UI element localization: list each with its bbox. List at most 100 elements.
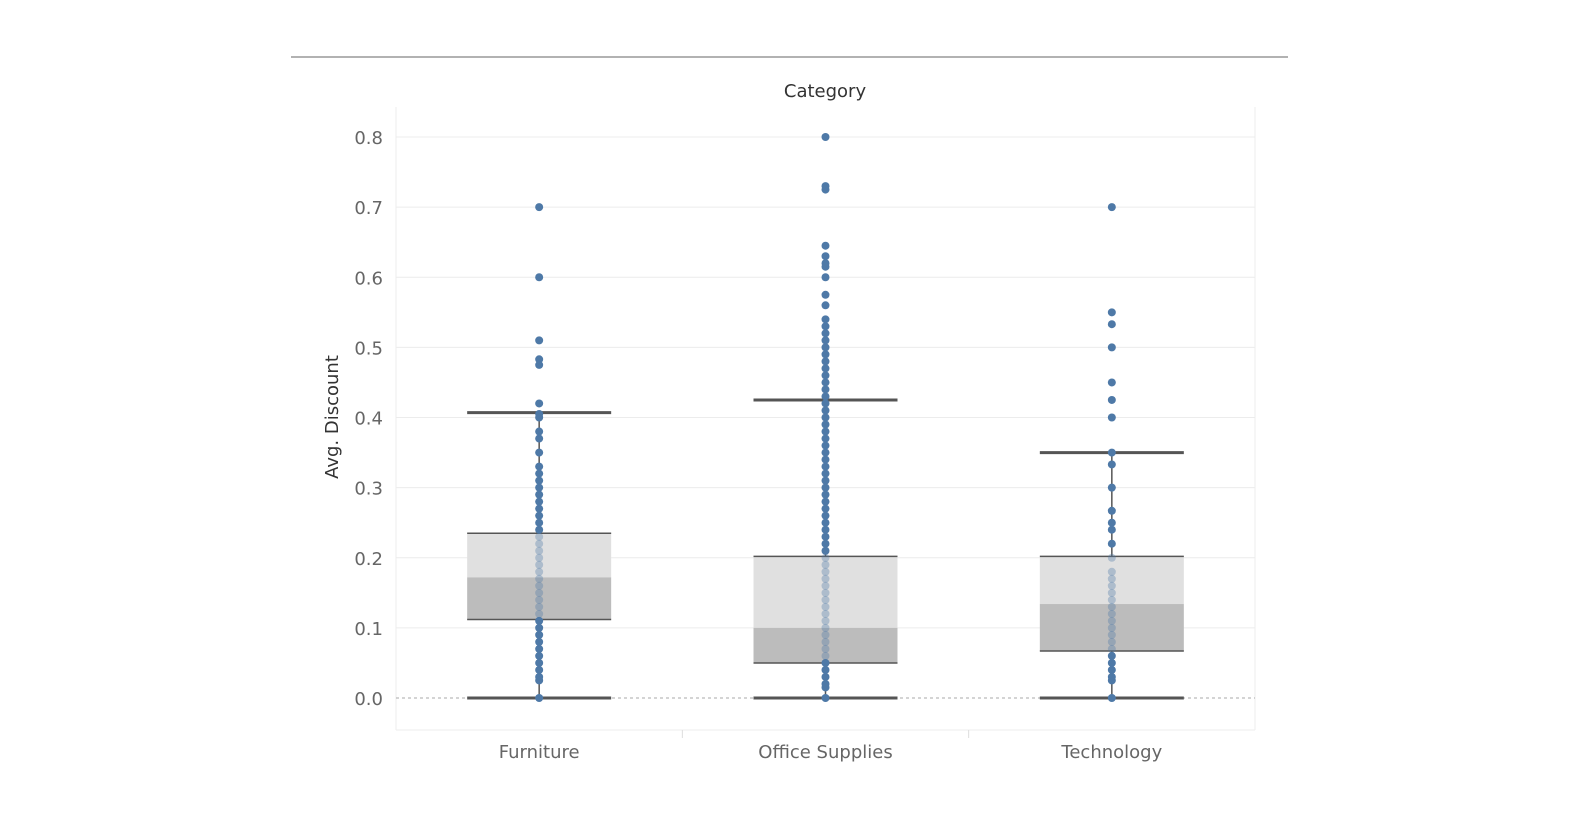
data-point — [821, 497, 830, 506]
data-point — [821, 511, 830, 520]
data-point — [1107, 658, 1116, 667]
data-point — [1107, 644, 1116, 653]
data-point — [821, 241, 830, 250]
data-point — [821, 644, 830, 653]
data-point — [1107, 308, 1116, 317]
data-point — [535, 658, 544, 667]
data-point — [535, 651, 544, 660]
data-point — [535, 602, 544, 611]
data-point — [821, 560, 830, 569]
data-point — [535, 203, 544, 212]
header-title: Category — [784, 81, 867, 102]
data-point — [535, 273, 544, 282]
data-point — [535, 336, 544, 345]
data-point — [1107, 630, 1116, 639]
data-point — [535, 560, 544, 569]
data-point — [821, 672, 830, 681]
data-point — [821, 406, 830, 415]
data-point — [821, 378, 830, 387]
data-point — [821, 483, 830, 492]
data-point — [821, 476, 830, 485]
data-point — [821, 357, 830, 366]
data-point — [1107, 665, 1116, 674]
data-point — [535, 511, 544, 520]
data-point — [821, 525, 830, 534]
y-tick-label: 0.4 — [354, 409, 383, 430]
data-point — [821, 301, 830, 310]
data-point — [821, 553, 830, 562]
data-point — [535, 574, 544, 583]
data-point — [821, 252, 830, 261]
y-tick-label: 0.7 — [354, 198, 383, 219]
data-point — [535, 469, 544, 478]
data-point — [821, 329, 830, 338]
data-point — [1107, 483, 1116, 492]
data-point — [535, 609, 544, 618]
data-point — [535, 427, 544, 436]
data-point — [821, 455, 830, 464]
data-point — [821, 658, 830, 667]
data-point — [821, 567, 830, 576]
data-point — [1107, 694, 1116, 702]
data-point — [1107, 525, 1116, 534]
data-point — [1107, 320, 1116, 329]
data-point — [821, 290, 830, 299]
data-point — [821, 574, 830, 583]
data-point — [821, 665, 830, 674]
data-point — [1107, 574, 1116, 583]
data-point — [535, 462, 544, 471]
data-point — [821, 182, 830, 191]
data-point — [821, 385, 830, 394]
data-point — [1107, 581, 1116, 590]
data-point — [821, 518, 830, 527]
data-point — [821, 371, 830, 380]
data-point — [535, 567, 544, 576]
data-point — [535, 448, 544, 457]
data-point — [535, 518, 544, 527]
data-point — [535, 616, 544, 625]
data-point — [821, 694, 830, 702]
data-point — [1107, 395, 1116, 404]
data-point — [1107, 203, 1116, 212]
data-point — [1107, 460, 1116, 469]
data-point — [1107, 623, 1116, 632]
y-tick-label: 0.5 — [354, 338, 383, 359]
data-point — [1107, 567, 1116, 576]
data-point — [821, 490, 830, 499]
data-point — [821, 602, 830, 611]
y-axis-ticks: 0.0 0.1 0.2 0.3 0.4 0.5 0.6 0.7 0.8 — [354, 128, 383, 710]
data-point — [535, 504, 544, 513]
data-point — [821, 637, 830, 646]
box-lower-0 — [467, 577, 612, 620]
data-point — [535, 483, 544, 492]
data-point — [821, 434, 830, 443]
y-axis-title: Avg. Discount — [322, 355, 343, 479]
data-point — [535, 409, 544, 418]
data-point — [535, 665, 544, 674]
data-point — [821, 420, 830, 429]
y-tick-label: 0.3 — [354, 479, 383, 500]
data-point — [535, 497, 544, 506]
data-point — [821, 322, 830, 331]
data-point — [1107, 518, 1116, 527]
data-point — [535, 399, 544, 408]
data-point — [1107, 595, 1116, 604]
y-tick-label: 0.0 — [354, 689, 383, 710]
data-point — [821, 609, 830, 618]
data-point — [535, 672, 544, 681]
data-point — [1107, 553, 1116, 562]
data-point — [1107, 413, 1116, 422]
data-point — [535, 355, 544, 364]
data-point — [535, 581, 544, 590]
y-tick-label: 0.2 — [354, 549, 383, 570]
data-point — [1107, 637, 1116, 646]
data-point — [535, 360, 544, 369]
data-point — [1107, 602, 1116, 611]
data-point — [821, 623, 830, 632]
box-lower-1 — [753, 627, 898, 663]
data-point — [535, 637, 544, 646]
data-point — [821, 413, 830, 422]
data-point — [821, 343, 830, 352]
data-point — [535, 588, 544, 597]
